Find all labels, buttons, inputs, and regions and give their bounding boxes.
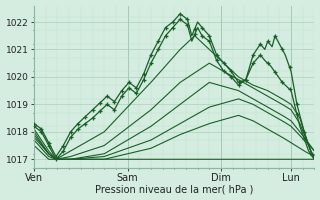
X-axis label: Pression niveau de la mer( hPa ): Pression niveau de la mer( hPa ): [95, 184, 253, 194]
